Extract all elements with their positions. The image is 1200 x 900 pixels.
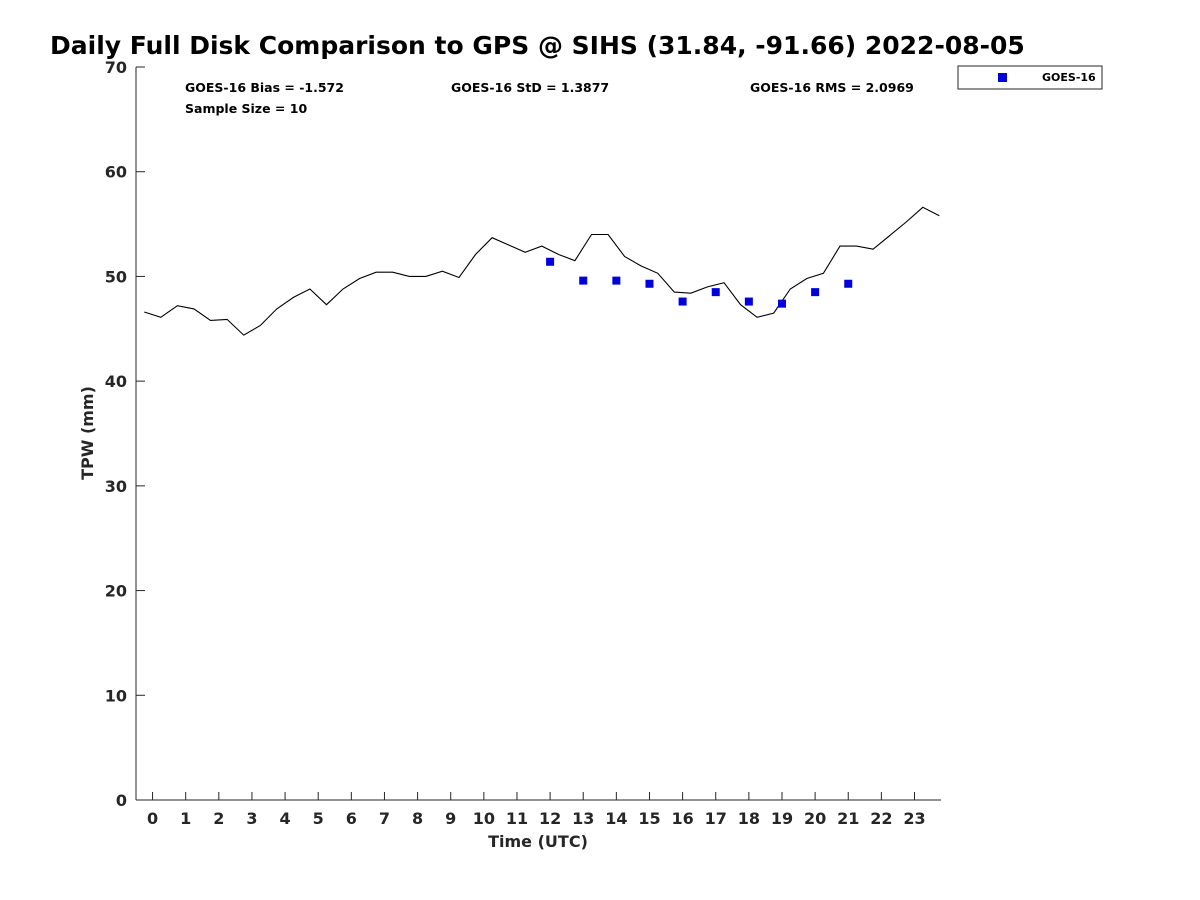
goes16-data-point (678, 297, 687, 306)
goes16-data-point (711, 288, 720, 297)
goes16-data-point (546, 257, 555, 266)
y-tick-label: 0 (116, 791, 127, 810)
y-tick-label: 60 (105, 163, 127, 182)
rms-stat: GOES-16 RMS = 2.0969 (750, 80, 914, 95)
x-tick-label: 14 (605, 809, 627, 828)
gps-series-line (144, 206, 940, 336)
goes16-data-point (744, 297, 753, 306)
x-tick-label: 2 (213, 809, 224, 828)
legend-marker (998, 73, 1007, 82)
legend-box (957, 65, 1103, 90)
x-tick-label: 5 (313, 809, 324, 828)
sample-size-stat: Sample Size = 10 (185, 101, 307, 116)
y-tick-label: 30 (105, 477, 127, 496)
goes16-data-point (777, 299, 786, 308)
goes16-data-point (612, 276, 621, 285)
y-tick-label: 40 (105, 372, 127, 391)
goes16-data-point (645, 279, 654, 288)
x-tick-label: 3 (246, 809, 257, 828)
x-axis-label: Time (UTC) (488, 832, 588, 851)
x-tick-label: 1 (180, 809, 191, 828)
x-tick-label: 23 (903, 809, 925, 828)
x-tick-label: 9 (445, 809, 456, 828)
legend-label: GOES-16 (1042, 71, 1096, 84)
x-tick-label: 8 (412, 809, 423, 828)
chart-title: Daily Full Disk Comparison to GPS @ SIHS… (50, 31, 1025, 60)
x-tick-label: 22 (870, 809, 892, 828)
x-tick-label: 6 (346, 809, 357, 828)
x-tick-label: 12 (539, 809, 561, 828)
x-tick-label: 4 (280, 809, 291, 828)
x-tick-label: 16 (671, 809, 693, 828)
y-axis-label: TPW (mm) (78, 386, 97, 480)
x-tick-label: 21 (837, 809, 859, 828)
x-tick-label: 7 (379, 809, 390, 828)
x-tick-label: 11 (506, 809, 528, 828)
x-tick-label: 15 (638, 809, 660, 828)
legend: GOES-16 (957, 65, 1103, 90)
y-tick-label: 10 (105, 686, 127, 705)
goes16-data-point (811, 288, 820, 297)
x-tick-label: 17 (705, 809, 727, 828)
x-tick-label: 18 (738, 809, 760, 828)
goes16-data-point (844, 279, 853, 288)
goes16-data-point (579, 276, 588, 285)
plot-area (144, 206, 940, 336)
bias-stat: GOES-16 Bias = -1.572 (185, 80, 344, 95)
y-tick-label: 50 (105, 267, 127, 286)
x-tick-label: 10 (473, 809, 495, 828)
std-stat: GOES-16 StD = 1.3877 (451, 80, 609, 95)
x-tick-label: 13 (572, 809, 594, 828)
x-tick-label: 19 (771, 809, 793, 828)
x-tick-label: 20 (804, 809, 826, 828)
y-tick-label: 70 (105, 58, 127, 77)
x-tick-label: 0 (147, 809, 158, 828)
y-tick-label: 20 (105, 582, 127, 601)
